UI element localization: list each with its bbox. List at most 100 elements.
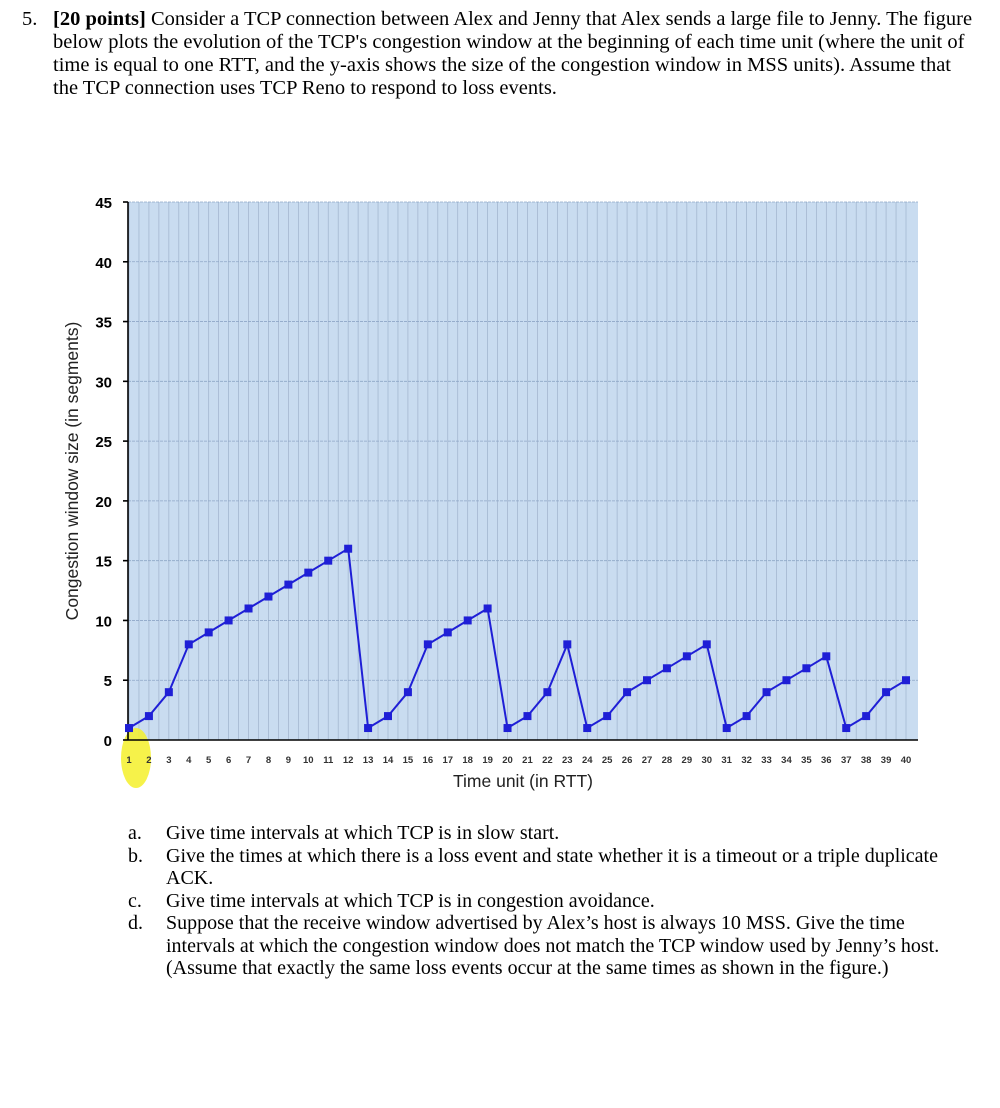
- data-point: [742, 712, 751, 721]
- x-tick-label: 34: [781, 755, 792, 766]
- subquestion-letter: d.: [128, 912, 143, 934]
- x-tick-label: 10: [303, 755, 314, 766]
- data-point: [244, 604, 253, 613]
- x-tick-label: 16: [423, 755, 434, 766]
- data-point: [722, 724, 731, 733]
- subquestion-b: b. Give the times at which there is a los…: [128, 845, 958, 890]
- plot-area: [128, 202, 918, 740]
- subquestion-list: a. Give time intervals at which TCP is in…: [128, 822, 958, 980]
- subquestion-letter: c.: [128, 889, 142, 912]
- data-point: [144, 712, 153, 721]
- data-point: [164, 688, 173, 697]
- subquestion-d: d. Suppose that the receive window advert…: [128, 912, 958, 980]
- x-tick-label: 13: [363, 755, 374, 766]
- highlighter-mark: [121, 728, 151, 788]
- series-line: [128, 547, 907, 730]
- y-axis-label: Congestion window size (in segments): [62, 322, 82, 621]
- x-tick-label: 38: [861, 755, 872, 766]
- y-tick-label: 35: [95, 315, 112, 332]
- data-point: [443, 628, 452, 637]
- data-point: [822, 652, 831, 661]
- y-tick-label: 25: [95, 434, 112, 451]
- data-point: [682, 652, 691, 661]
- x-tick-label: 39: [881, 755, 892, 766]
- data-point: [125, 724, 133, 733]
- subquestion-text: Give time intervals at which TCP is in c…: [166, 889, 655, 912]
- data-point: [423, 640, 432, 649]
- x-tick-label: 29: [682, 755, 693, 766]
- x-tick-label: 1: [126, 755, 132, 766]
- data-point: [862, 712, 871, 721]
- data-point: [523, 712, 532, 721]
- question-intro: 5. [20 points] Consider a TCP connection…: [22, 8, 977, 100]
- x-tick-label: 12: [343, 755, 354, 766]
- subquestion-letter: b.: [128, 844, 143, 867]
- x-tick-label: 4: [186, 755, 192, 766]
- x-tick-label: 8: [266, 755, 271, 766]
- y-tick-label: 20: [95, 494, 112, 511]
- x-tick-label: 26: [622, 755, 633, 766]
- question-body: Consider a TCP connection between Alex a…: [53, 8, 973, 99]
- x-tick-label: 18: [462, 755, 473, 766]
- x-tick-label: 25: [602, 755, 613, 766]
- data-point: [623, 688, 632, 697]
- x-tick-label: 31: [721, 755, 732, 766]
- x-tick-label: 9: [286, 755, 291, 766]
- x-tick-label: 6: [226, 755, 231, 766]
- x-tick-label: 20: [502, 755, 513, 766]
- data-point: [463, 616, 472, 625]
- x-tick-label: 3: [166, 755, 171, 766]
- data-point: [284, 580, 293, 589]
- data-point: [324, 556, 333, 565]
- data-point: [304, 568, 313, 577]
- data-point: [483, 604, 492, 613]
- question-text: [20 points] Consider a TCP connection be…: [53, 8, 977, 100]
- x-tick-label: 11: [323, 755, 334, 766]
- x-tick-label: 40: [901, 755, 912, 766]
- grid-lines: [128, 201, 918, 740]
- y-tick-label: 45: [95, 195, 112, 212]
- y-tick-label: 10: [95, 613, 112, 630]
- x-tick-label: 37: [841, 755, 852, 766]
- data-point: [882, 688, 891, 697]
- x-tick-label: 24: [582, 755, 593, 766]
- x-tick-label: 36: [821, 755, 832, 766]
- data-point: [782, 676, 791, 685]
- question-points: [20 points]: [53, 8, 146, 30]
- x-tick-label: 5: [206, 755, 212, 766]
- subquestion-letter: a.: [128, 822, 142, 844]
- x-tick-label: 19: [482, 755, 493, 766]
- data-point: [543, 688, 552, 697]
- data-point: [762, 688, 771, 697]
- data-point: [204, 628, 213, 637]
- data-point: [364, 724, 373, 733]
- x-tick-label: 33: [761, 755, 772, 766]
- x-tick-label: 32: [741, 755, 752, 766]
- data-point: [802, 664, 811, 673]
- data-point: [902, 676, 910, 685]
- data-point: [583, 724, 592, 733]
- data-point: [503, 724, 512, 733]
- data-point: [264, 592, 273, 601]
- x-tick-label: 23: [562, 755, 573, 766]
- x-tick-label: 21: [522, 755, 533, 766]
- x-tick-label: 22: [542, 755, 553, 766]
- subquestion-text: Suppose that the receive window advertis…: [166, 912, 940, 979]
- data-point: [563, 640, 572, 649]
- x-axis-label: Time unit (in RTT): [453, 771, 593, 791]
- subquestion-a: a. Give time intervals at which TCP is in…: [128, 822, 958, 845]
- data-points: [125, 544, 910, 733]
- y-tick-labels: 0 5 10 15 20 25 30 35 40 45: [95, 195, 128, 750]
- data-point: [702, 640, 711, 649]
- data-point: [842, 724, 851, 733]
- y-tick-label: 15: [95, 554, 112, 571]
- x-tick-label: 17: [442, 755, 453, 766]
- x-tick-label: 28: [662, 755, 673, 766]
- y-tick-label: 0: [104, 733, 112, 750]
- y-tick-label: 30: [95, 374, 112, 391]
- subquestion-c: c. Give time intervals at which TCP is in…: [128, 890, 958, 913]
- data-point: [662, 664, 671, 673]
- x-tick-label: 7: [246, 755, 251, 766]
- y-tick-label: 40: [95, 255, 112, 272]
